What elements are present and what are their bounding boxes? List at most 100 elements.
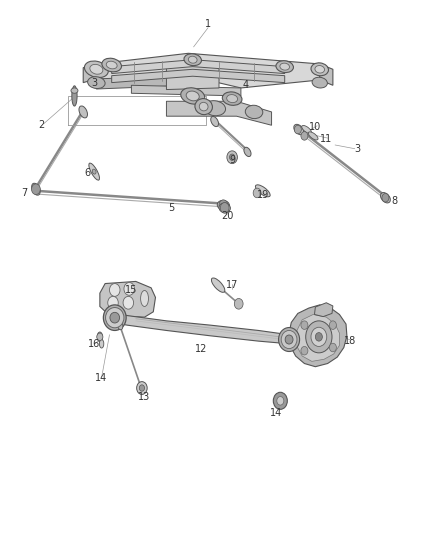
Polygon shape: [96, 53, 320, 88]
Ellipse shape: [85, 61, 108, 78]
Circle shape: [123, 296, 134, 309]
Text: 17: 17: [226, 280, 238, 290]
Ellipse shape: [89, 163, 99, 180]
Ellipse shape: [308, 132, 318, 140]
Ellipse shape: [184, 54, 201, 66]
Ellipse shape: [195, 99, 212, 115]
Ellipse shape: [32, 183, 40, 195]
Circle shape: [329, 343, 336, 352]
Text: 15: 15: [125, 286, 138, 295]
Text: 2: 2: [39, 120, 45, 130]
Circle shape: [139, 385, 145, 391]
Circle shape: [329, 321, 336, 329]
Ellipse shape: [102, 58, 121, 72]
Circle shape: [382, 193, 389, 202]
Text: 4: 4: [242, 80, 248, 90]
Text: 5: 5: [168, 203, 174, 213]
Ellipse shape: [79, 106, 88, 118]
Polygon shape: [289, 305, 347, 367]
Circle shape: [294, 125, 301, 134]
Ellipse shape: [212, 278, 225, 292]
Polygon shape: [113, 312, 289, 344]
Circle shape: [301, 132, 308, 140]
Ellipse shape: [188, 56, 197, 63]
Circle shape: [220, 203, 229, 213]
Text: 12: 12: [195, 344, 208, 354]
Ellipse shape: [211, 116, 219, 127]
Polygon shape: [131, 85, 241, 96]
Ellipse shape: [381, 192, 390, 203]
Ellipse shape: [92, 169, 96, 174]
Circle shape: [306, 321, 332, 353]
Ellipse shape: [219, 203, 230, 213]
Ellipse shape: [276, 61, 293, 72]
Ellipse shape: [99, 340, 104, 348]
Text: 1: 1: [205, 19, 211, 29]
Circle shape: [97, 333, 103, 341]
Circle shape: [253, 188, 261, 198]
Ellipse shape: [311, 63, 328, 76]
Ellipse shape: [181, 88, 205, 104]
Ellipse shape: [217, 200, 230, 210]
Text: 18: 18: [344, 336, 357, 346]
Text: 11: 11: [320, 134, 332, 143]
Polygon shape: [166, 101, 272, 125]
Polygon shape: [100, 281, 155, 317]
Text: 13: 13: [138, 392, 151, 402]
Ellipse shape: [199, 102, 208, 111]
Polygon shape: [112, 60, 285, 74]
Text: 3: 3: [91, 78, 97, 87]
Ellipse shape: [204, 101, 226, 116]
Ellipse shape: [71, 88, 78, 93]
Text: 9: 9: [229, 155, 235, 165]
Ellipse shape: [312, 77, 327, 88]
Ellipse shape: [280, 63, 290, 70]
Circle shape: [227, 151, 237, 164]
Ellipse shape: [315, 66, 325, 73]
Ellipse shape: [279, 327, 300, 352]
Circle shape: [219, 200, 228, 211]
Ellipse shape: [302, 125, 311, 134]
Circle shape: [124, 282, 134, 295]
Polygon shape: [96, 76, 188, 89]
Ellipse shape: [97, 332, 102, 342]
Ellipse shape: [110, 312, 120, 323]
Text: 14: 14: [270, 408, 282, 418]
Polygon shape: [105, 316, 114, 325]
Ellipse shape: [117, 320, 123, 330]
Text: 16: 16: [88, 339, 100, 349]
Ellipse shape: [141, 290, 148, 306]
Circle shape: [301, 321, 308, 329]
Ellipse shape: [294, 124, 304, 135]
Text: 8: 8: [391, 197, 397, 206]
Text: 7: 7: [21, 188, 27, 198]
Circle shape: [273, 392, 287, 409]
Polygon shape: [297, 314, 339, 361]
Circle shape: [110, 284, 120, 296]
Circle shape: [234, 298, 243, 309]
Text: 19: 19: [257, 190, 269, 199]
Circle shape: [301, 346, 308, 355]
Polygon shape: [320, 64, 333, 85]
Ellipse shape: [88, 77, 105, 88]
Ellipse shape: [223, 92, 242, 106]
Text: 3: 3: [354, 144, 360, 154]
Circle shape: [230, 154, 235, 160]
Ellipse shape: [244, 147, 251, 157]
Ellipse shape: [106, 61, 117, 69]
Ellipse shape: [90, 64, 103, 74]
Polygon shape: [314, 303, 333, 317]
Circle shape: [311, 327, 327, 346]
Polygon shape: [112, 69, 285, 83]
Ellipse shape: [281, 330, 297, 349]
Circle shape: [32, 184, 40, 195]
Ellipse shape: [227, 94, 237, 103]
Text: 10: 10: [309, 122, 321, 132]
Text: 20: 20: [222, 211, 234, 221]
Circle shape: [108, 296, 118, 309]
Circle shape: [315, 333, 322, 341]
Text: 14: 14: [95, 374, 107, 383]
Circle shape: [277, 397, 284, 405]
Ellipse shape: [186, 91, 199, 101]
Ellipse shape: [255, 185, 270, 197]
